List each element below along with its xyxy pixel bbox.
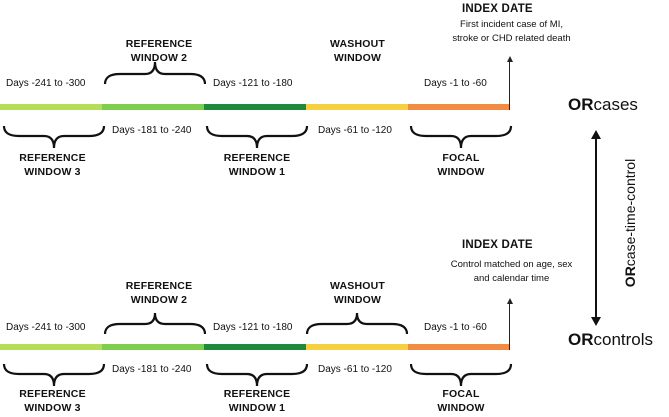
controls-window2-days: Days -181 to -240 bbox=[112, 364, 192, 375]
cases-reference-window-3-title: REFERENCE WINDOW 3 bbox=[19, 152, 86, 178]
controls-window2-brace bbox=[103, 312, 207, 335]
cases-window1-brace bbox=[205, 125, 309, 149]
cases-window1-days: Days -121 to -180 bbox=[213, 78, 293, 89]
cases-washout-window-title: WASHOUT WINDOW bbox=[329, 38, 386, 64]
controls-index-arrowhead bbox=[507, 298, 513, 304]
cases-washout-days: Days -61 to -120 bbox=[318, 125, 392, 136]
controls-bar-window1 bbox=[204, 344, 306, 350]
cases-window3-brace bbox=[2, 125, 106, 149]
controls-washout-brace bbox=[305, 312, 409, 335]
cases-reference-window-2-title: REFERENCE WINDOW 2 bbox=[125, 38, 193, 64]
cases-focal-brace bbox=[409, 125, 513, 149]
cases-focal-window-title: FOCAL WINDOW bbox=[437, 152, 485, 178]
controls-index-date-title: INDEX DATE bbox=[462, 239, 533, 251]
cases-bar-focal bbox=[408, 104, 510, 110]
controls-washout-days: Days -61 to -120 bbox=[318, 364, 392, 375]
controls-washout-window-title: WASHOUT WINDOW bbox=[329, 280, 386, 306]
controls-reference-window-3-title: REFERENCE WINDOW 3 bbox=[19, 388, 86, 414]
controls-reference-window-1-title: REFERENCE WINDOW 1 bbox=[223, 388, 291, 414]
controls-reference-window-2-title: REFERENCE WINDOW 2 bbox=[125, 280, 193, 306]
cases-focal-days: Days -1 to -60 bbox=[424, 78, 487, 89]
controls-focal-days: Days -1 to -60 bbox=[424, 322, 487, 333]
cases-bar-window1 bbox=[204, 104, 306, 110]
cases-index-tick bbox=[509, 60, 510, 110]
or-controls-label: ORcontrols bbox=[568, 330, 654, 349]
controls-bar-window2 bbox=[102, 344, 204, 350]
cases-window2-days: Days -181 to -240 bbox=[112, 125, 192, 136]
cases-index-date-description: First incident case of MI, stroke or CHD… bbox=[452, 19, 571, 44]
cases-window3-days: Days -241 to -300 bbox=[6, 78, 86, 89]
cases-reference-window-1-title: REFERENCE WINDOW 1 bbox=[223, 152, 291, 178]
controls-bar-washout bbox=[306, 344, 408, 350]
controls-bar-window3 bbox=[0, 344, 102, 350]
cases-bar-washout bbox=[306, 104, 408, 110]
controls-index-date-description: Control matched on age, sex and calendar… bbox=[450, 259, 573, 284]
or-double-arrow bbox=[591, 130, 601, 326]
or-case-time-control-label: ORcase-time-control bbox=[622, 158, 638, 288]
cases-index-arrowhead bbox=[507, 56, 513, 62]
controls-focal-window-title: FOCAL WINDOW bbox=[437, 388, 485, 414]
controls-window1-brace bbox=[205, 363, 309, 387]
controls-window3-brace bbox=[2, 363, 106, 387]
controls-index-tick bbox=[509, 302, 510, 350]
cases-index-date-title: INDEX DATE bbox=[462, 3, 533, 15]
controls-window3-days: Days -241 to -300 bbox=[6, 322, 86, 333]
controls-bar-focal bbox=[408, 344, 510, 350]
cases-bar-window3 bbox=[0, 104, 102, 110]
cases-window2-brace bbox=[103, 61, 207, 85]
or-cases-label: ORcases bbox=[568, 95, 638, 114]
cases-bar-window2 bbox=[102, 104, 204, 110]
controls-window1-days: Days -121 to -180 bbox=[213, 322, 293, 333]
controls-focal-brace bbox=[409, 363, 513, 387]
